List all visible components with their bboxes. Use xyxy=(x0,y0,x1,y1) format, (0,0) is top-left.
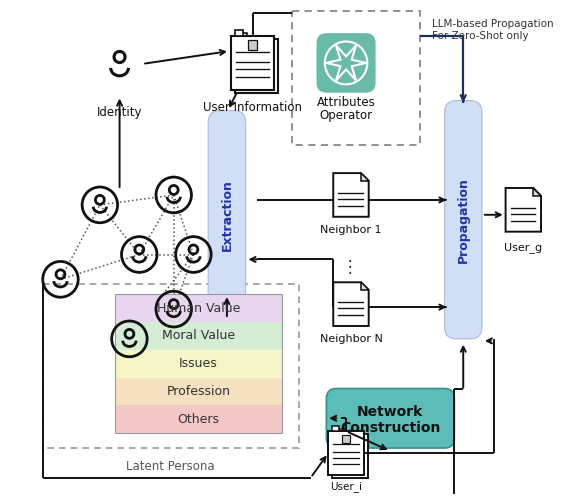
Text: Others: Others xyxy=(178,413,219,426)
FancyBboxPatch shape xyxy=(326,388,454,448)
Text: For Zero-Shot only: For Zero-Shot only xyxy=(432,31,529,41)
Polygon shape xyxy=(361,282,369,290)
Text: Neighbor 1: Neighbor 1 xyxy=(320,225,381,235)
Text: Issues: Issues xyxy=(179,357,218,370)
Text: ⋮: ⋮ xyxy=(342,258,358,276)
Polygon shape xyxy=(333,173,369,217)
Text: LLM-based Propagation: LLM-based Propagation xyxy=(432,19,553,29)
Polygon shape xyxy=(328,431,364,475)
Polygon shape xyxy=(248,40,257,50)
Text: User Information: User Information xyxy=(203,101,302,114)
Text: Construction: Construction xyxy=(340,421,441,435)
Bar xyxy=(292,11,420,145)
Polygon shape xyxy=(115,405,282,433)
Polygon shape xyxy=(115,294,282,322)
Bar xyxy=(43,284,299,448)
Text: User_i: User_i xyxy=(330,481,362,492)
Polygon shape xyxy=(342,434,350,442)
Polygon shape xyxy=(235,30,243,36)
Polygon shape xyxy=(235,39,278,93)
Polygon shape xyxy=(115,377,282,405)
Polygon shape xyxy=(115,350,282,377)
Text: Network: Network xyxy=(357,405,424,419)
Polygon shape xyxy=(239,33,247,39)
Polygon shape xyxy=(231,36,274,90)
Polygon shape xyxy=(506,188,541,232)
Text: Latent Persona: Latent Persona xyxy=(127,460,215,473)
Text: User_g: User_g xyxy=(504,242,543,252)
Text: Attributes: Attributes xyxy=(316,96,376,109)
Polygon shape xyxy=(533,188,541,196)
Polygon shape xyxy=(332,426,339,431)
Text: Extraction: Extraction xyxy=(220,179,233,251)
Text: Operator: Operator xyxy=(319,109,373,122)
Text: Human Value: Human Value xyxy=(156,302,240,314)
FancyBboxPatch shape xyxy=(316,33,376,93)
Text: Neighbor N: Neighbor N xyxy=(319,334,383,344)
Text: Profession: Profession xyxy=(166,385,230,398)
Text: Moral Value: Moral Value xyxy=(162,329,235,342)
Text: Identity: Identity xyxy=(97,106,142,119)
Polygon shape xyxy=(332,434,368,478)
Polygon shape xyxy=(336,429,343,434)
FancyBboxPatch shape xyxy=(445,101,482,339)
Polygon shape xyxy=(115,322,282,350)
Text: Propagation: Propagation xyxy=(456,177,470,263)
FancyBboxPatch shape xyxy=(208,111,246,319)
Polygon shape xyxy=(333,282,369,326)
Polygon shape xyxy=(361,173,369,181)
